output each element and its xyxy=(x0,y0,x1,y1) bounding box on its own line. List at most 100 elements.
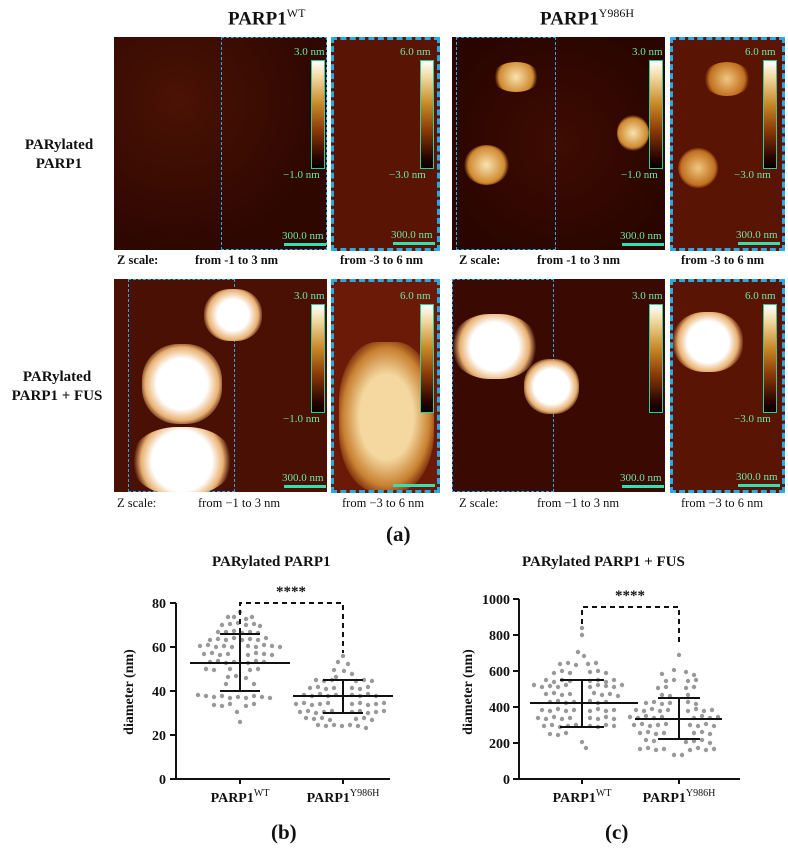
zoom-region-outline xyxy=(456,37,556,250)
zscale-label: Z scale: xyxy=(117,496,157,510)
colorbar-bottom-label: −3.0 nm xyxy=(734,413,771,425)
scale-bar xyxy=(393,484,435,487)
afm-zoom-image-wt-parylated: 6.0 nm −3.0 nm 300.0 nm xyxy=(331,37,440,251)
chart-b-title: PARylated PARP1 xyxy=(212,554,331,570)
row-label-parylated-parp1: PARylated PARP1 xyxy=(24,137,94,172)
afm-image-wt-parylated-fus: 3.0 nm −1.0 nm 300.0 nm xyxy=(114,279,327,492)
chart-b-significance-bracket xyxy=(239,602,344,653)
zscale-label: Z scale: xyxy=(117,253,159,267)
zoom-region-outline xyxy=(221,37,327,250)
chart-c-y-ticks: 0 200 400 600 800 1000 xyxy=(482,593,519,788)
svg-text:200: 200 xyxy=(489,737,510,752)
nucleosome-cluster xyxy=(464,145,509,185)
condensate xyxy=(132,427,232,492)
panel-label-a: (a) xyxy=(386,522,411,546)
column-title-y986h: PARP1Y986H xyxy=(540,6,635,30)
zscale-label: Z scale: xyxy=(459,496,499,510)
svg-text:0: 0 xyxy=(159,773,166,788)
chart-c-significance-bracket xyxy=(581,606,680,642)
color-scale-bar xyxy=(649,60,663,169)
chart-c-y-axis-label: diameter (nm) xyxy=(461,649,476,735)
scale-bar-label: 300.0 nm xyxy=(282,230,324,242)
scale-bar-label: 300.0 nm xyxy=(736,471,778,483)
chart-c-x-label-wt: PARP1WT xyxy=(553,788,612,805)
condensate xyxy=(673,312,743,372)
condensate xyxy=(452,314,537,379)
column-title-wt: PARP1WT xyxy=(228,6,306,30)
afm-zoom-image-y986h-parylated-fus: 6.0 nm −3.0 nm 300.0 nm xyxy=(670,279,785,493)
svg-text:400: 400 xyxy=(489,701,510,716)
colorbar-top-label: 3.0 nm xyxy=(632,46,663,58)
svg-text:80: 80 xyxy=(152,597,166,612)
colorbar-top-label: 3.0 nm xyxy=(294,46,325,58)
color-scale-bar xyxy=(763,304,777,413)
zscale-main-y986h-row1: from -1 to 3 nm xyxy=(537,253,621,267)
chart-b-y-ticks: 0 20 40 60 80 xyxy=(152,597,176,788)
chart-b-errorbars xyxy=(190,633,393,714)
svg-text:600: 600 xyxy=(489,665,510,680)
colorbar-bottom-label: −1.0 nm xyxy=(621,169,658,181)
afm-zoom-image-wt-parylated-fus: 6.0 nm xyxy=(331,279,440,493)
color-scale-bar xyxy=(420,60,434,169)
scale-bar xyxy=(738,484,780,487)
panel-label-c: (c) xyxy=(605,820,629,844)
zscale-main-wt-row2: from −1 to 3 nm xyxy=(198,496,281,510)
chart-b-x-label-wt: PARP1WT xyxy=(211,788,270,805)
chart-c-x-label-y986h: PARP1Y986H xyxy=(643,788,716,805)
color-scale-bar xyxy=(311,60,325,169)
color-scale-bar xyxy=(420,304,434,413)
colorbar-top-label: 6.0 nm xyxy=(745,290,776,302)
colorbar-bottom-label: −3.0 nm xyxy=(389,169,426,181)
scale-bar-label: 300.0 nm xyxy=(736,229,778,241)
svg-text:40: 40 xyxy=(152,685,166,700)
chart-b-points-y986h xyxy=(293,653,387,731)
nucleosome-cluster xyxy=(678,148,718,188)
scale-bar xyxy=(738,242,780,245)
svg-text:800: 800 xyxy=(489,629,510,644)
colorbar-top-label: 6.0 nm xyxy=(745,46,776,58)
zscale-main-wt-row1: from -1 to 3 nm xyxy=(195,253,279,267)
scale-bar xyxy=(622,243,664,246)
scale-bar-label: 300.0 nm xyxy=(620,472,662,484)
svg-text:0: 0 xyxy=(503,773,510,788)
zscale-zoom-y986h-row1: from -3 to 6 nm xyxy=(681,253,765,267)
nucleosome-cluster xyxy=(617,115,649,151)
scale-bar xyxy=(393,242,435,245)
color-scale-bar xyxy=(649,304,663,413)
scale-bar-label: 300.0 nm xyxy=(391,229,433,241)
chart-b-significance-stars: **** xyxy=(276,584,306,600)
color-scale-bar xyxy=(763,60,777,169)
condensate xyxy=(339,342,434,490)
scale-bar xyxy=(622,485,664,488)
zscale-zoom-wt-row1: from -3 to 6 nm xyxy=(340,253,424,267)
scale-bar xyxy=(284,485,326,488)
chart-c-points-wt xyxy=(531,625,625,751)
condensate xyxy=(142,344,222,424)
colorbar-bottom-label: −1.0 nm xyxy=(283,413,320,425)
afm-zoom-image-y986h-parylated: 6.0 nm −3.0 nm 300.0 nm xyxy=(670,37,785,251)
condensate xyxy=(524,359,579,414)
chart-b-plot: diameter (nm) 0 20 40 60 80 xyxy=(122,584,393,805)
colorbar-top-label: 6.0 nm xyxy=(400,290,431,302)
zscale-zoom-wt-row2: from −3 to 6 nm xyxy=(342,496,425,510)
chart-b-y-axis-label: diameter (nm) xyxy=(122,649,137,735)
colorbar-top-label: 3.0 nm xyxy=(632,290,663,302)
scale-bar-label: 300.0 nm xyxy=(620,230,662,242)
colorbar-top-label: 3.0 nm xyxy=(294,290,325,302)
afm-image-wt-parylated: 3.0 nm −1.0 nm 300.0 nm xyxy=(114,37,327,250)
svg-text:60: 60 xyxy=(152,641,166,656)
panel-label-b: (b) xyxy=(271,820,297,844)
condensate xyxy=(204,289,262,341)
chart-c-significance-stars: **** xyxy=(615,588,645,604)
afm-image-y986h-parylated: 3.0 nm −1.0 nm 300.0 nm xyxy=(452,37,665,250)
chart-c-errorbars xyxy=(530,679,722,740)
row-label-parylated-parp1-fus: PARylated PARP1 + FUS xyxy=(11,369,103,404)
zscale-main-y986h-row2: from −1 to 3 nm xyxy=(537,496,620,510)
colorbar-top-label: 6.0 nm xyxy=(400,46,431,58)
svg-text:1000: 1000 xyxy=(482,593,510,608)
chart-c-plot: diameter (nm) 0 200 400 600 800 1000 xyxy=(461,588,740,805)
color-scale-bar xyxy=(311,304,325,413)
chart-c-title: PARylated PARP1 + FUS xyxy=(522,554,685,570)
nucleosome-cluster xyxy=(492,62,540,92)
zscale-label: Z scale: xyxy=(459,253,501,267)
